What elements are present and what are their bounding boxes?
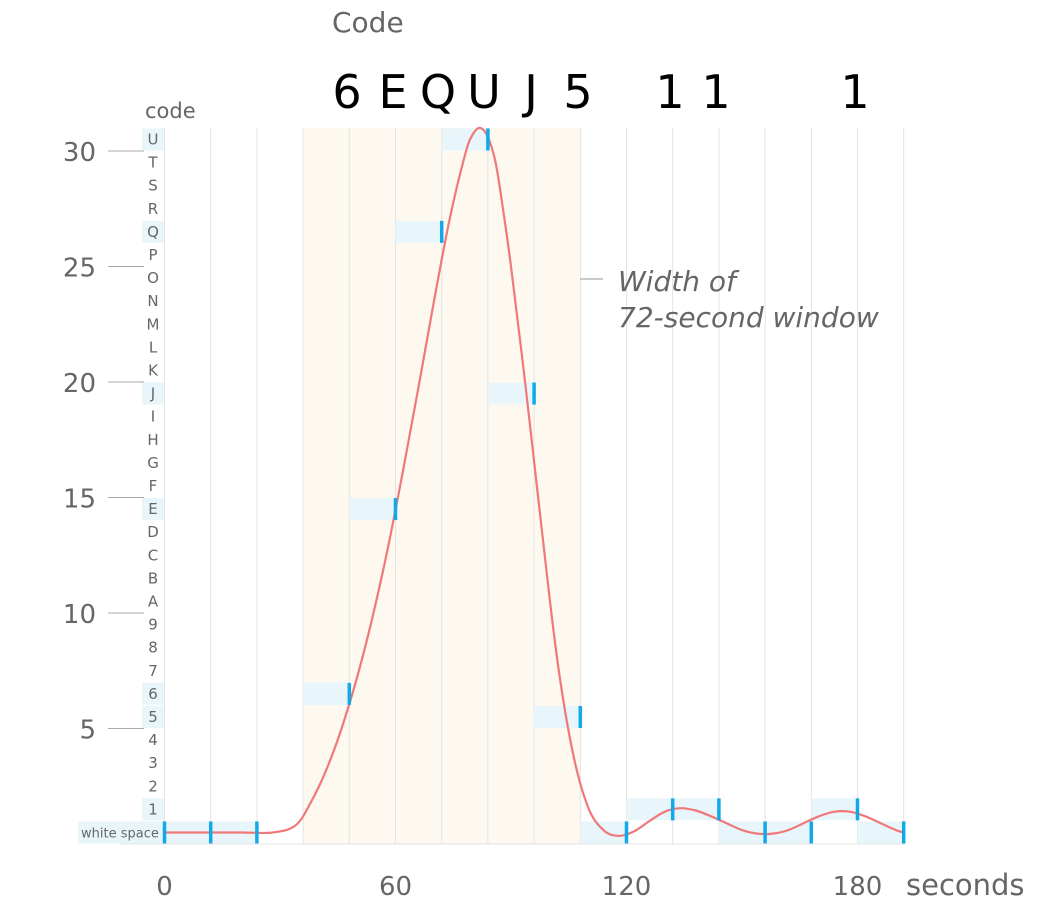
row-label-13: D <box>147 523 159 541</box>
code-char-1: E <box>378 65 407 119</box>
row-highlight-1 <box>142 798 164 821</box>
curve-layer <box>164 126 905 838</box>
annotation-line-2: 72-second window <box>618 301 879 334</box>
sample-segment-4 <box>395 220 442 243</box>
ytick-label-1: 10 <box>63 600 96 630</box>
row-label-23: N <box>147 292 158 310</box>
row-label-6: 6 <box>148 685 158 703</box>
row-label-22: M <box>147 315 160 333</box>
row-label-25: P <box>148 246 157 264</box>
row-label-10: A <box>148 592 159 610</box>
row-label-12: C <box>148 546 158 564</box>
row-label-27: R <box>148 200 158 218</box>
row-label-15: F <box>149 477 158 495</box>
marker-layer <box>162 128 906 844</box>
xtick-label-3: 180 <box>833 872 883 902</box>
sample-segment-3 <box>349 498 396 521</box>
sample-segment-6 <box>487 382 535 405</box>
row-label-2: 2 <box>148 777 158 795</box>
code-char-2: Q <box>420 65 456 119</box>
row-highlight-26 <box>142 220 164 243</box>
row-label-3: 3 <box>148 754 158 772</box>
ytick-label-3: 20 <box>63 369 96 399</box>
y-axis: 5 10 15 20 25 30 <box>63 138 144 746</box>
code-char-3: U <box>467 65 501 119</box>
row-highlight-0 <box>78 821 166 844</box>
code-char-7: 1 <box>701 65 730 119</box>
xtick-label-2: 120 <box>602 872 652 902</box>
sample-segment-11 <box>718 821 766 844</box>
chart-title: Code <box>332 6 404 39</box>
code-char-8: 1 <box>840 65 869 119</box>
row-label-21: L <box>149 338 158 356</box>
code-char-0: 6 <box>332 65 361 119</box>
row-label-19: J <box>150 385 155 403</box>
sample-segment-2 <box>303 682 350 705</box>
x-axis: 0 60 120 180 <box>156 872 882 902</box>
xtick-label-1: 60 <box>379 872 412 902</box>
row-label-29: T <box>147 154 158 172</box>
code-axis-label: code <box>145 99 196 123</box>
row-highlight-19 <box>142 382 164 405</box>
sample-segment-8 <box>580 821 627 844</box>
row-label-4: 4 <box>148 731 158 749</box>
row-label-layer: white space 1 2 3 4 5 6 7 8 9 ABCDEFGHIJKLMNOPQRST… <box>78 128 166 844</box>
ytick-label-5: 30 <box>63 138 96 168</box>
x-axis-unit-label: seconds <box>906 868 1025 902</box>
row-label-8: 8 <box>148 639 158 657</box>
row-highlight-5 <box>142 705 164 728</box>
annotation-line-1: Width of <box>618 265 740 298</box>
code-char-6: 1 <box>655 65 684 119</box>
xtick-label-0: 0 <box>156 872 173 902</box>
row-label-26: Q <box>147 223 159 241</box>
row-highlight-14 <box>142 498 164 521</box>
ytick-label-2: 15 <box>63 485 96 515</box>
row-label-1: 1 <box>148 800 158 818</box>
row-label-16: G <box>147 454 159 472</box>
row-label-30: U <box>148 130 159 148</box>
sample-segment-12 <box>765 821 812 844</box>
sample-segment-5 <box>441 128 488 151</box>
sample-segment-9 <box>626 798 673 821</box>
row-label-7: 7 <box>148 662 158 680</box>
code-char-4: J <box>521 65 538 119</box>
row-label-18: I <box>151 408 155 426</box>
row-label-17: H <box>147 431 158 449</box>
row-label-9: 9 <box>148 616 158 634</box>
signal-curve <box>164 126 905 838</box>
row-label-20: K <box>148 361 159 379</box>
row-highlight-6 <box>142 682 164 705</box>
code-char-5: 5 <box>563 65 592 119</box>
row-label-0: white space <box>81 826 159 841</box>
row-label-14: E <box>148 500 157 518</box>
ytick-label-4: 25 <box>63 254 96 284</box>
row-label-11: B <box>148 569 158 587</box>
sample-segment-7 <box>534 705 581 728</box>
ytick-label-0: 5 <box>79 716 96 746</box>
sample-segment-14 <box>857 821 904 844</box>
row-label-24: O <box>147 269 159 287</box>
row-highlight-30 <box>142 128 164 151</box>
row-label-28: S <box>148 177 158 195</box>
row-label-5: 5 <box>148 708 158 726</box>
